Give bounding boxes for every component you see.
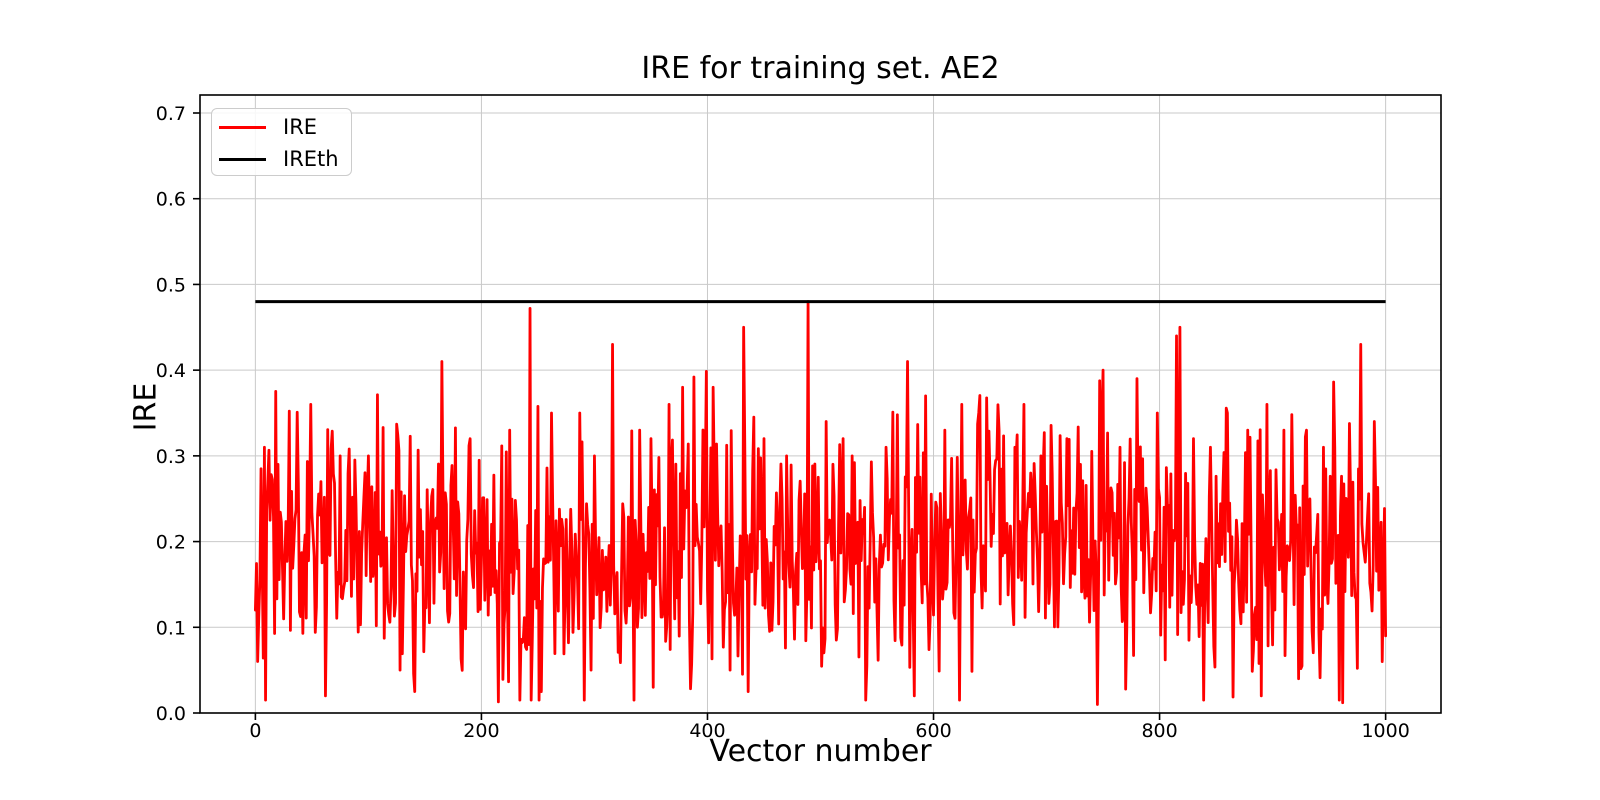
- y-tick-label: 0.1: [156, 617, 186, 639]
- tick-marks: [193, 112, 1387, 720]
- y-tick-label: 0.0: [156, 703, 186, 725]
- x-axis-label: Vector number: [709, 734, 932, 769]
- y-axis-label: IRE: [128, 382, 164, 432]
- legend-item-ire: IRE: [219, 111, 343, 143]
- axes-spines: [199, 94, 1442, 714]
- y-tick-label: 0.7: [156, 103, 186, 125]
- tick-labels: 0 200 400 600 800 1000 0.0 0.1 0.2 0.3 0.4 0.5 0.6 0.…: [156, 103, 1410, 742]
- x-tick-label: 800: [1141, 720, 1177, 742]
- chart-title: IRE for training set. AE2: [641, 51, 1000, 86]
- legend-label-ireth: IREth: [283, 146, 339, 171]
- y-tick-label: 0.2: [156, 532, 186, 554]
- y-tick-label: 0.4: [156, 360, 186, 382]
- x-tick-label: 400: [689, 720, 725, 742]
- grid-lines: [200, 95, 1441, 714]
- x-tick-label: 0: [249, 720, 261, 742]
- legend-line-sample-ire: [219, 125, 266, 129]
- y-tick-label: 0.6: [156, 189, 186, 211]
- y-tick-label: 0.5: [156, 274, 186, 296]
- x-tick-label: 600: [915, 720, 951, 742]
- x-tick-label: 200: [463, 720, 499, 742]
- legend-item-ireth: IREth: [219, 143, 343, 175]
- series-ire-line: [253, 300, 1388, 706]
- legend: IRE IREth: [211, 108, 352, 176]
- legend-line-sample-ireth: [219, 157, 266, 161]
- y-tick-label: 0.3: [156, 446, 186, 468]
- x-tick-label: 1000: [1361, 720, 1409, 742]
- legend-label-ire: IRE: [283, 114, 318, 139]
